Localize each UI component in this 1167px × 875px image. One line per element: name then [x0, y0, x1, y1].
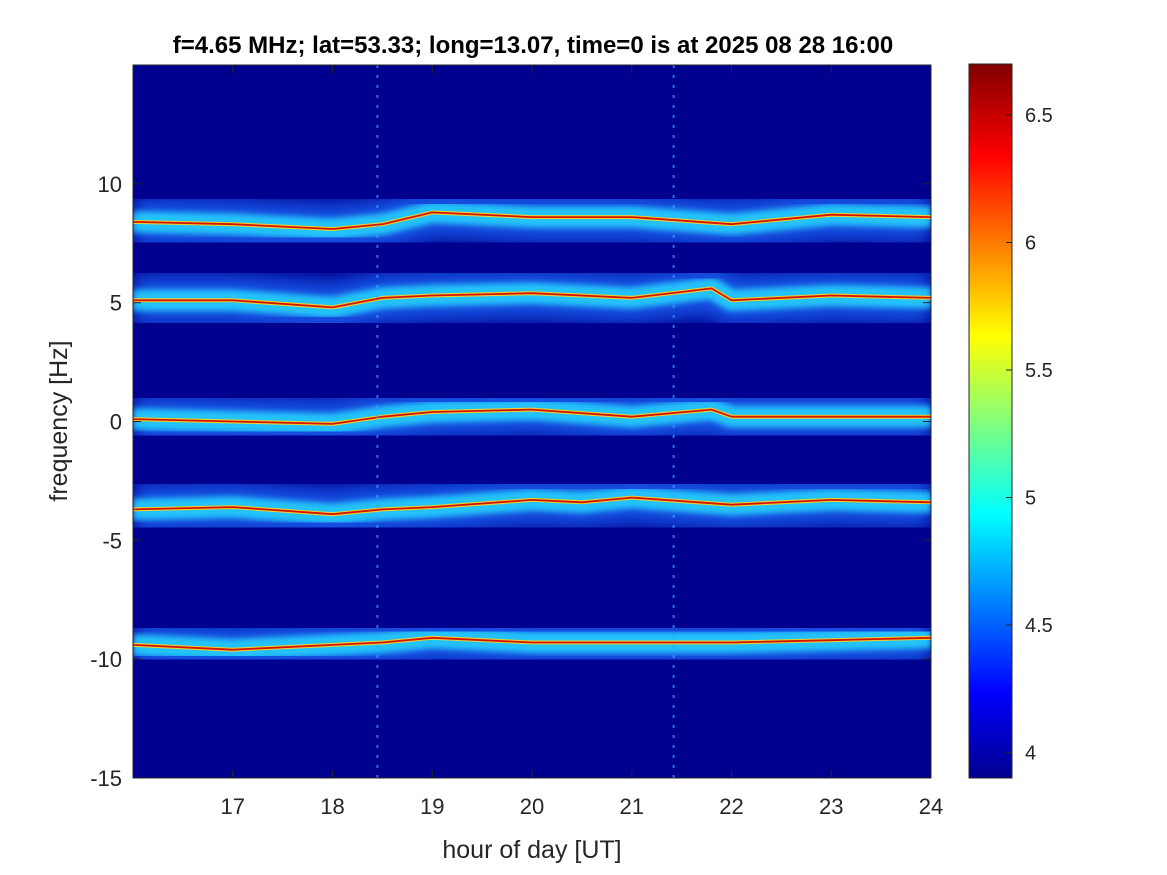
y-tick-label: -10	[90, 647, 122, 672]
y-axis: -15 -10 -5 0 5 10	[90, 172, 931, 791]
doppler-band-1	[133, 186, 931, 256]
plot-area	[132, 64, 932, 779]
chart-title: f=4.65 MHz; lat=53.33; long=13.07, time=…	[173, 32, 893, 59]
colorbar-gradient	[969, 64, 1012, 778]
x-axis-title: hour of day [UT]	[442, 836, 621, 864]
colorbar-tick-label: 4.5	[1025, 615, 1053, 637]
x-tick-label: 22	[719, 794, 743, 819]
band-core	[133, 408, 931, 425]
colorbar: 4 4.5 5 5.5 6 6.5	[968, 63, 1053, 779]
x-axis: 17 18 19 20 21 22 23 24	[221, 65, 943, 819]
x-tick-label: 24	[919, 794, 943, 819]
doppler-band-3	[133, 383, 931, 451]
y-tick-label: -15	[90, 766, 122, 791]
y-tick-label: 0	[110, 410, 122, 435]
x-tick-label: 17	[221, 794, 245, 819]
colorbar-tick-label: 6	[1025, 233, 1036, 255]
y-tick-label: -5	[102, 528, 122, 553]
colorbar-frame	[968, 63, 1013, 779]
band-core	[133, 496, 931, 516]
doppler-band-5	[133, 611, 931, 676]
colorbar-tick-label: 5	[1025, 488, 1036, 510]
doppler-band-4	[133, 471, 931, 541]
band-core	[133, 211, 931, 230]
y-tick-label: 5	[110, 291, 122, 316]
x-tick-label: 18	[320, 794, 344, 819]
band-core	[133, 287, 931, 309]
colorbar-tick-label: 4	[1025, 743, 1036, 765]
band-core	[133, 636, 931, 651]
y-axis-title: frequency [Hz]	[45, 340, 73, 501]
x-tick-label: 23	[819, 794, 843, 819]
x-tick-label: 21	[620, 794, 644, 819]
colorbar-tick-label: 5.5	[1025, 360, 1053, 382]
y-tick-label: 10	[98, 172, 122, 197]
doppler-band-2	[133, 262, 931, 334]
colorbar-tick-label: 6.5	[1025, 105, 1053, 127]
x-tick-label: 19	[420, 794, 444, 819]
x-tick-label: 20	[520, 794, 544, 819]
